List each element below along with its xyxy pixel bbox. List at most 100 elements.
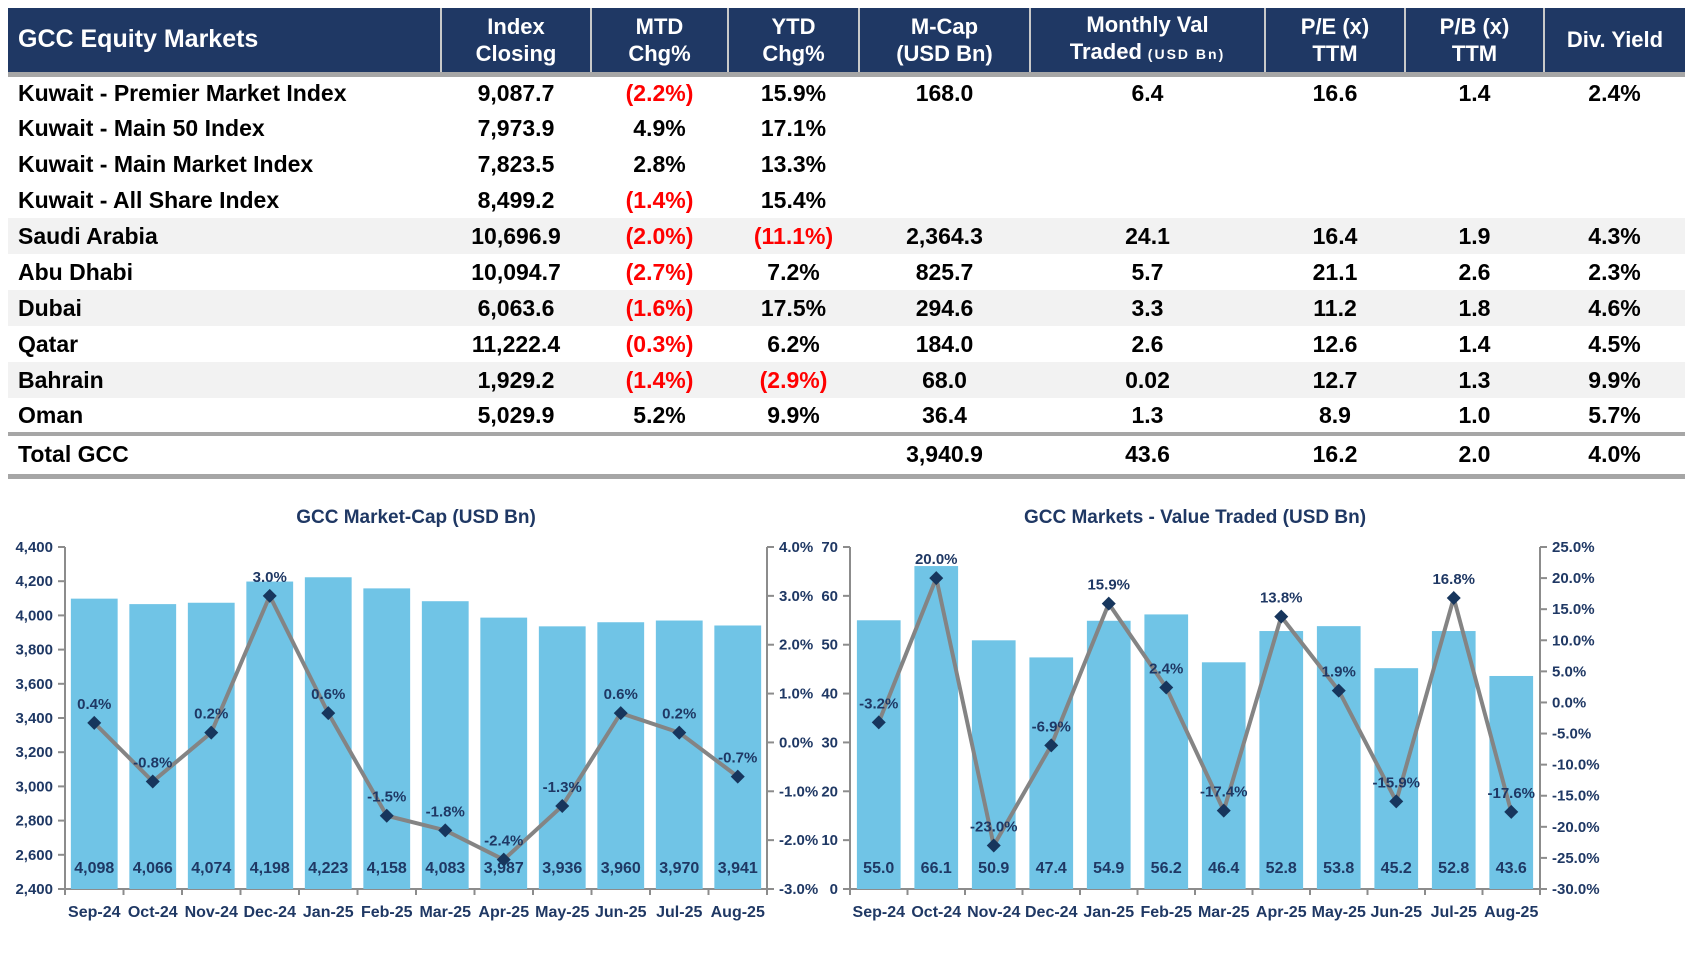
cell: (2.9%) — [759, 366, 828, 393]
line-marker — [379, 808, 394, 823]
bar-value-label: 46.4 — [1208, 860, 1239, 877]
cell: 16.2 — [1265, 432, 1405, 479]
cell: 2.6 — [1131, 330, 1164, 357]
line-marker — [1446, 590, 1461, 605]
cell: 8.9 — [1319, 401, 1351, 428]
bar-value-label: 4,198 — [250, 860, 290, 877]
column-header: Div. Yield — [1543, 8, 1685, 77]
line-marker — [321, 705, 336, 720]
gcc-equity-table-section: GCC Equity Markets Index Closing MTD Chg% YT… — [8, 8, 1685, 479]
line-marker — [262, 588, 277, 603]
cell — [728, 432, 859, 479]
pct-change-label: 3.0% — [253, 568, 287, 585]
cell: 9,087.7 — [477, 79, 555, 106]
left-axis-tick-label: 3,000 — [15, 778, 53, 795]
bar-value-label: 3,941 — [718, 860, 758, 877]
pct-change-label: 13.8% — [1260, 589, 1303, 606]
cell: 12.7 — [1312, 366, 1358, 393]
line-marker — [672, 725, 687, 740]
left-axis-tick-label: 50 — [821, 636, 838, 653]
pct-change-label: -1.5% — [367, 788, 406, 805]
cell: 16.4 — [1312, 222, 1358, 249]
cell: 2.3% — [1588, 258, 1641, 285]
x-axis-category-label: Aug-25 — [711, 904, 765, 921]
cell: 2.6 — [1458, 258, 1491, 285]
cell: 5.7% — [1588, 401, 1641, 428]
cell: 68.0 — [922, 366, 967, 393]
right-axis-tick-label: 20.0% — [1552, 570, 1595, 587]
cell — [1030, 146, 1265, 182]
cell: 15.4% — [760, 186, 827, 213]
x-axis-category-label: Jan-25 — [1083, 904, 1134, 921]
cell: 1.8 — [1458, 294, 1491, 321]
left-axis-tick-label: 60 — [821, 587, 838, 604]
pct-change-label: -17.4% — [1200, 783, 1248, 800]
cell: 1.0 — [1458, 401, 1491, 428]
x-axis-category-label: Nov-24 — [185, 904, 238, 921]
cell — [1265, 110, 1405, 146]
chart-title: GCC Market-Cap (USD Bn) — [296, 507, 536, 528]
cell: 825.7 — [915, 258, 974, 285]
pct-change-label: -17.6% — [1487, 784, 1535, 801]
bar-value-label: 43.6 — [1496, 860, 1527, 877]
right-axis-tick-label: -10.0% — [1552, 756, 1600, 773]
pct-change-label: 0.6% — [311, 686, 345, 703]
table-title: GCC Equity Markets — [8, 8, 441, 77]
x-axis-category-label: Feb-25 — [1140, 904, 1192, 921]
cell: 12.6 — [1312, 330, 1358, 357]
pct-change-label: 0.2% — [194, 705, 228, 722]
line-marker — [929, 570, 944, 585]
line-marker — [986, 837, 1001, 852]
row-label: Kuwait - All Share Index — [18, 186, 280, 213]
cell: 7.2% — [767, 258, 820, 285]
left-axis-tick-label: 30 — [821, 734, 838, 751]
bar-value-label: 53.8 — [1323, 860, 1354, 877]
cell: 1.4 — [1458, 79, 1491, 106]
x-axis-category-label: Feb-25 — [361, 904, 413, 921]
pct-change-label: 20.0% — [915, 551, 958, 568]
cell: 6.4 — [1131, 79, 1164, 106]
pct-change-label: -2.4% — [484, 832, 523, 849]
cell: 0.02 — [1125, 366, 1170, 393]
cell: 1.3 — [1131, 401, 1164, 428]
bar-value-label: 4,223 — [308, 860, 348, 877]
left-axis-tick-label: 4,400 — [15, 539, 53, 556]
bar — [597, 621, 645, 889]
left-axis-tick-label: 3,600 — [15, 675, 53, 692]
cell — [1405, 146, 1544, 182]
x-axis-category-label: Sep-24 — [68, 904, 121, 921]
cell: 3,940.9 — [859, 432, 1030, 479]
cell: 5.7 — [1131, 258, 1164, 285]
bar — [1259, 630, 1304, 889]
cell: 11.2 — [1313, 294, 1357, 321]
cell: 3.3 — [1131, 294, 1164, 321]
cell: 13.3% — [760, 150, 827, 177]
cell: 5.2% — [633, 401, 686, 428]
bar-value-label: 4,074 — [191, 860, 231, 877]
cell: 8,499.2 — [477, 186, 555, 213]
cell — [1405, 182, 1544, 218]
column-header: MTD Chg% — [590, 8, 728, 77]
cell: 2.4% — [1588, 79, 1641, 106]
bar — [655, 620, 703, 889]
bar — [1489, 675, 1534, 889]
bar-value-label: 52.8 — [1266, 860, 1297, 877]
bar-value-label: 4,158 — [367, 860, 407, 877]
bar — [714, 624, 762, 889]
bar-value-label: 55.0 — [863, 860, 894, 877]
left-axis-tick-label: 2,800 — [15, 812, 53, 829]
pct-change-label: -0.7% — [718, 749, 757, 766]
pct-change-label: -15.9% — [1372, 774, 1420, 791]
right-axis-tick-label: -25.0% — [1552, 849, 1600, 866]
pct-change-label: 0.6% — [604, 686, 638, 703]
row-label: Qatar — [18, 330, 79, 357]
cell: 9.9% — [1588, 366, 1641, 393]
cell — [1544, 110, 1685, 146]
right-axis-tick-label: -1.0% — [779, 783, 818, 800]
cell: (2.2%) — [625, 79, 694, 106]
left-axis-tick-label: 3,800 — [15, 641, 53, 658]
cell: 168.0 — [915, 79, 974, 106]
cell — [591, 432, 728, 479]
line-marker — [613, 705, 628, 720]
right-axis-tick-label: 2.0% — [779, 636, 813, 653]
